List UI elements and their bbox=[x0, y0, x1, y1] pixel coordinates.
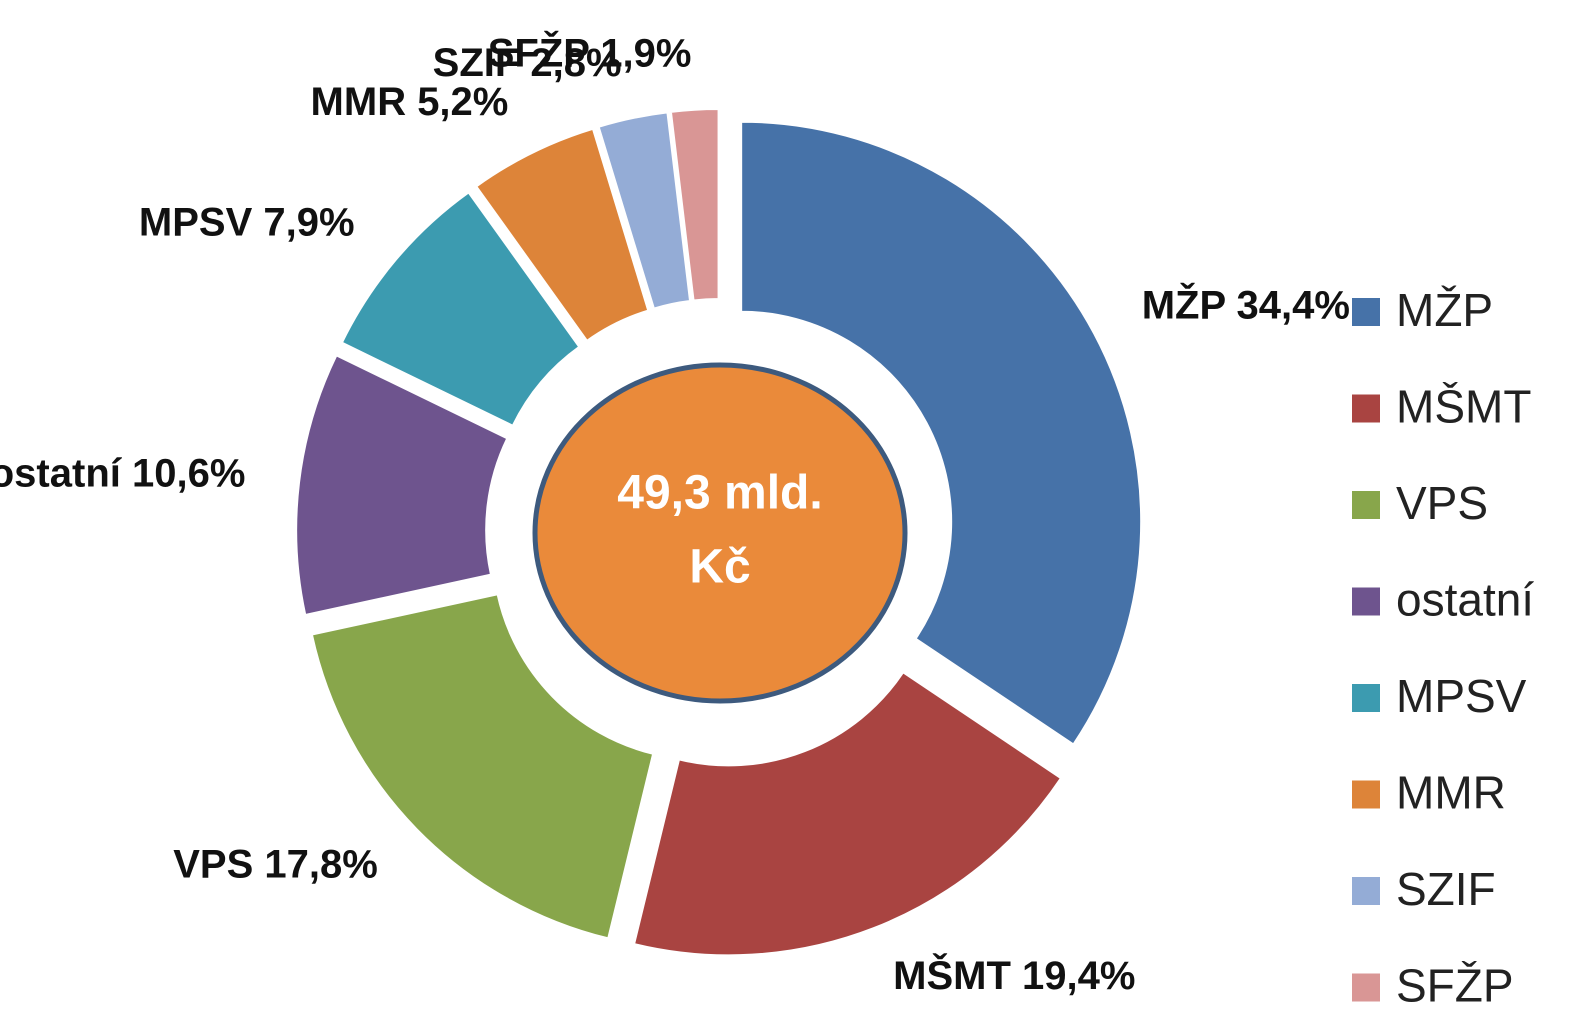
legend-label: ostatní bbox=[1396, 574, 1534, 626]
donut-slice bbox=[474, 127, 650, 343]
legend-label: SZIF bbox=[1396, 863, 1496, 915]
donut-slice bbox=[310, 593, 655, 940]
donut-slice bbox=[340, 191, 581, 428]
legend-label: SFŽP bbox=[1396, 960, 1514, 1012]
donut-slice bbox=[669, 108, 720, 302]
donut-slice bbox=[632, 670, 1063, 957]
legend-swatch bbox=[1352, 587, 1380, 616]
data-label: MŽP 34,4% bbox=[1142, 282, 1350, 328]
legend-swatch bbox=[1352, 973, 1380, 1002]
center-label: 49,3 mld. bbox=[617, 467, 822, 520]
legend-swatch bbox=[1352, 394, 1380, 423]
data-label: SFŽP 1,9% bbox=[488, 29, 692, 75]
legend-label: MPSV bbox=[1396, 670, 1527, 722]
data-label: ostatní 10,6% bbox=[0, 452, 245, 496]
data-label: SZIF 2,8% bbox=[433, 41, 622, 85]
donut-slice bbox=[740, 120, 1143, 746]
donut-slice bbox=[597, 111, 692, 310]
data-label: MPSV 7,9% bbox=[139, 200, 355, 244]
legend-swatch bbox=[1352, 684, 1380, 712]
legend-swatch bbox=[1352, 780, 1380, 809]
data-label: MMR 5,2% bbox=[311, 80, 509, 124]
legend-swatch bbox=[1352, 877, 1380, 905]
legend-swatch bbox=[1352, 491, 1380, 519]
legend-label: MŽP bbox=[1396, 284, 1493, 336]
legend-label: MŠMT bbox=[1396, 381, 1531, 433]
data-label: VPS 17,8% bbox=[173, 842, 378, 886]
legend-swatch bbox=[1352, 298, 1380, 326]
legend-label: VPS bbox=[1396, 477, 1488, 529]
donut-slice bbox=[295, 353, 509, 617]
center-label: Kč bbox=[689, 541, 750, 594]
legend-label: MMR bbox=[1396, 767, 1506, 819]
center-circle bbox=[532, 362, 908, 704]
data-label: MŠMT 19,4% bbox=[893, 952, 1135, 998]
